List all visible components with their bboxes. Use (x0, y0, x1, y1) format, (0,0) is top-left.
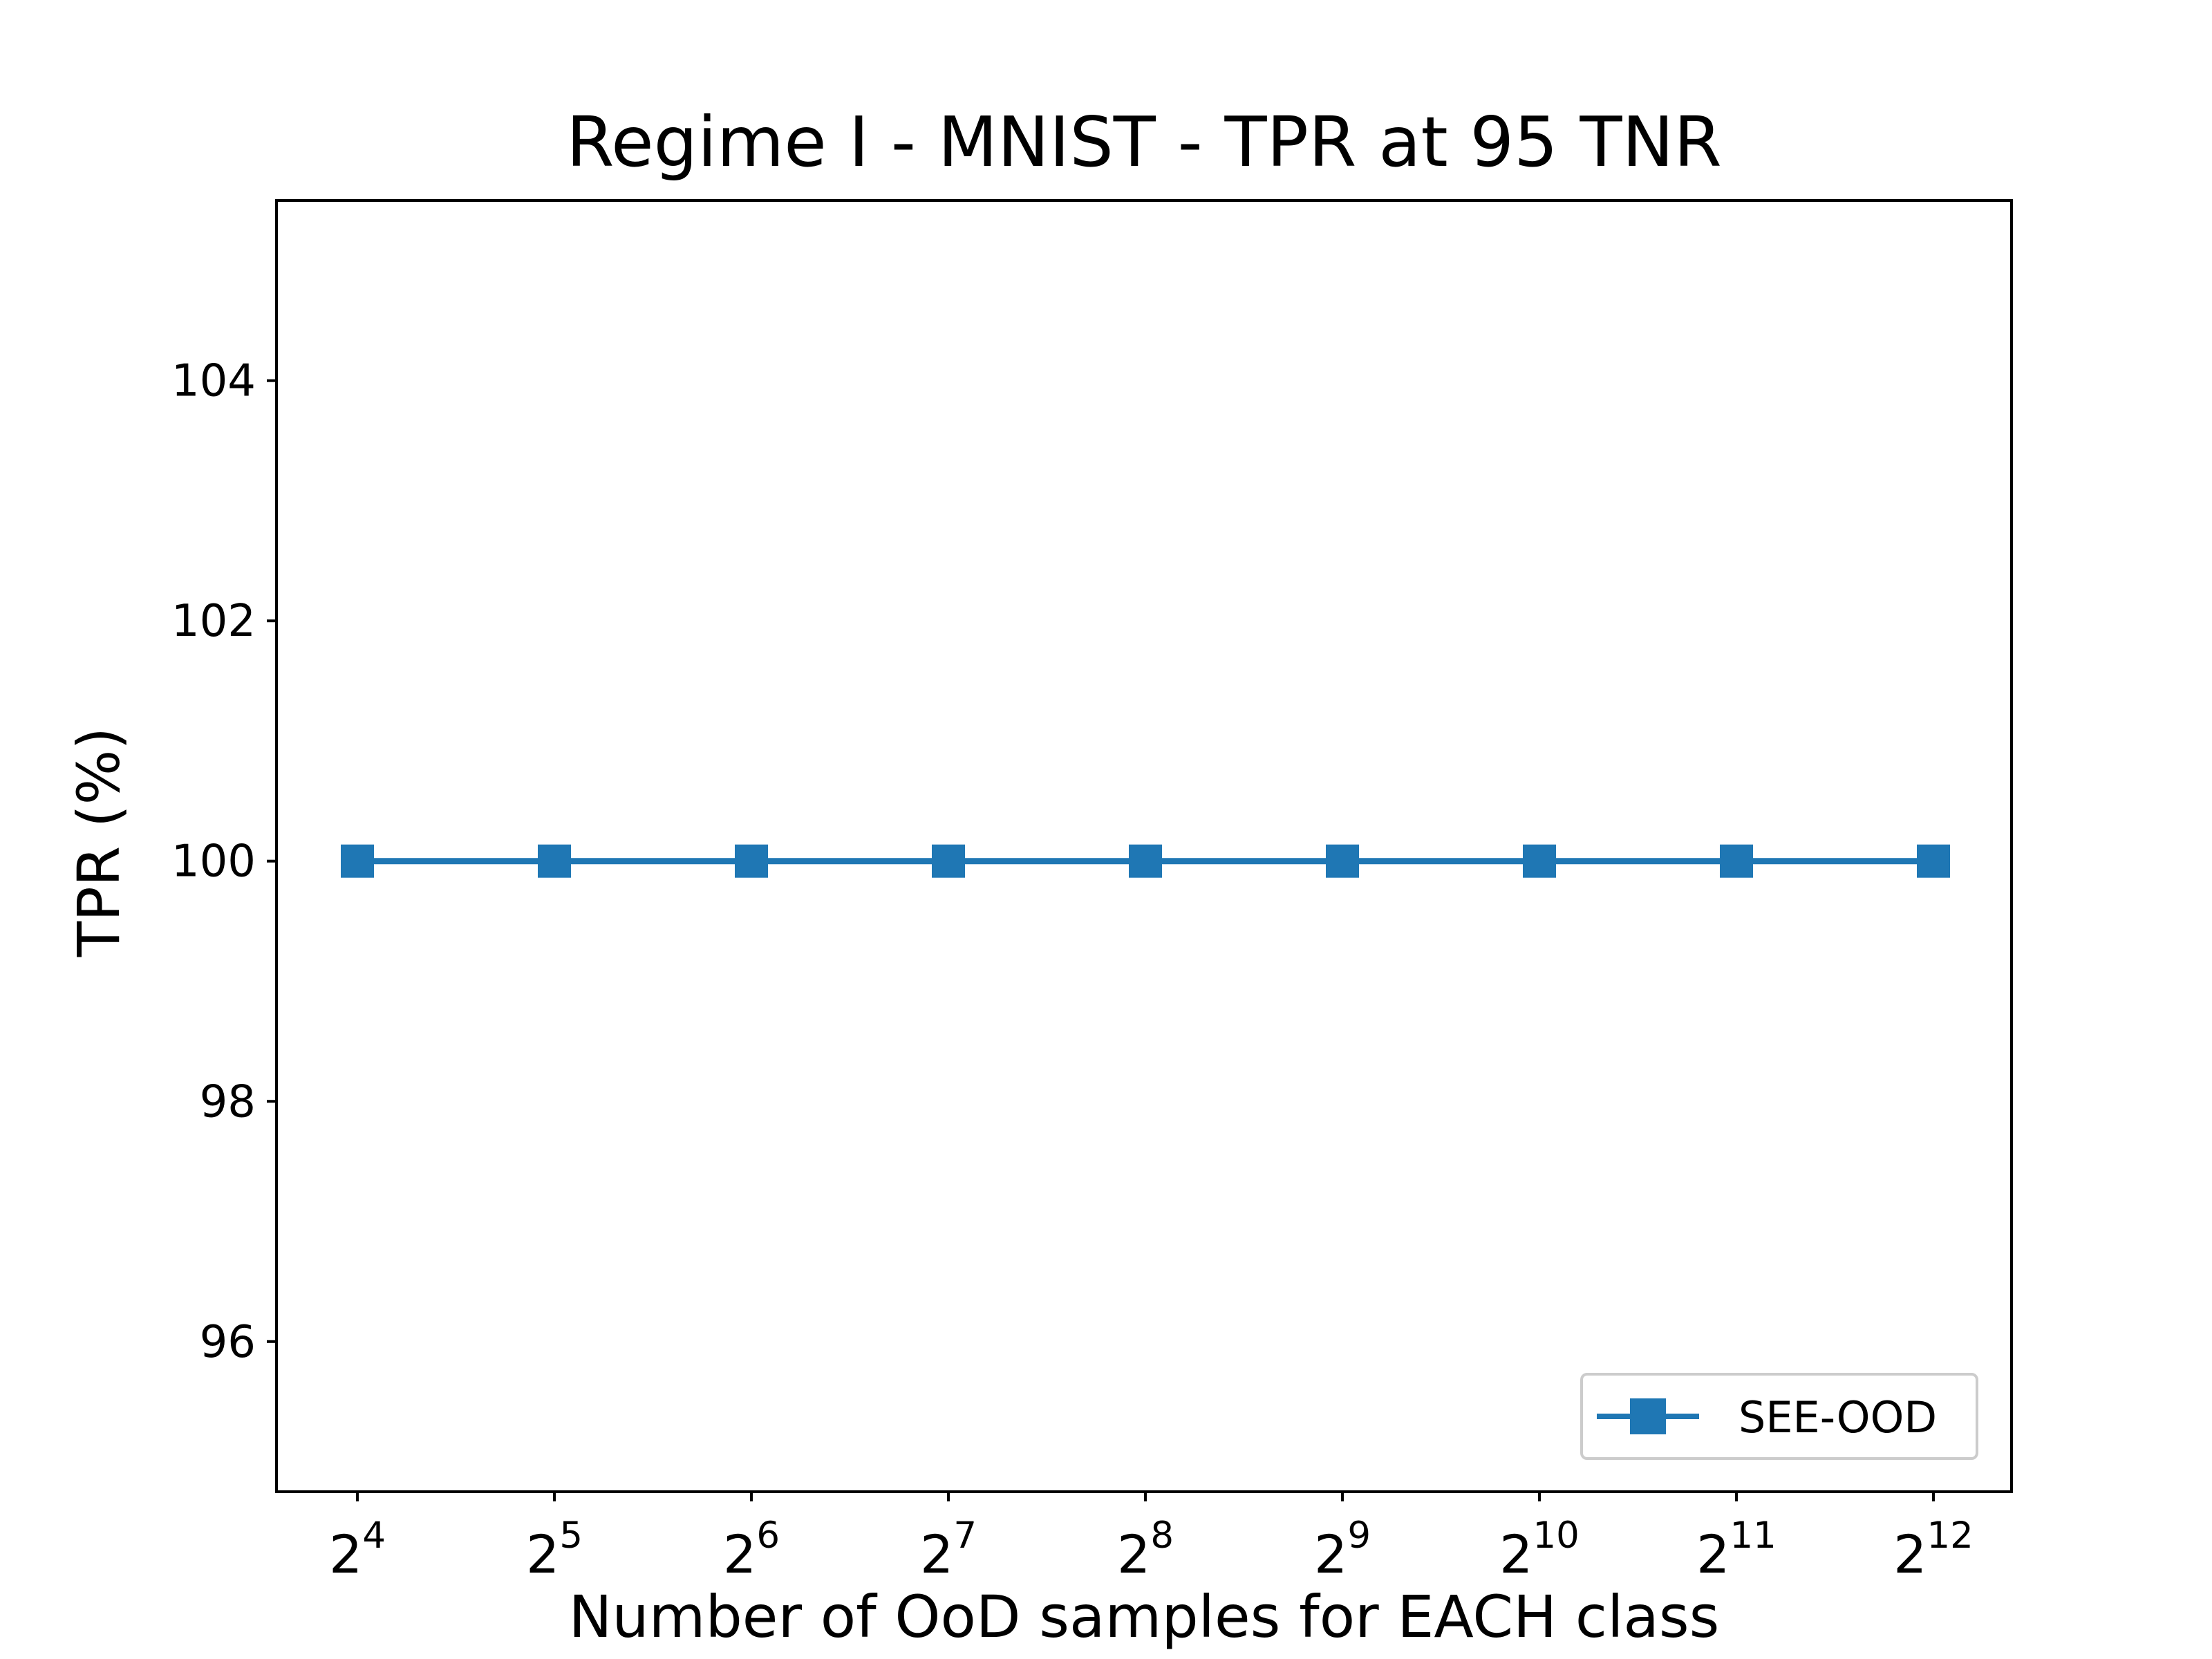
series-marker (1523, 844, 1556, 878)
y-axis-label: TPR (%) (65, 727, 133, 957)
series-marker (1326, 844, 1359, 878)
y-tick-label: 102 (171, 596, 256, 647)
series-marker (735, 844, 768, 878)
series-marker (1917, 844, 1950, 878)
y-tick-label: 98 (200, 1076, 256, 1127)
x-tick-label: 28 (1117, 1515, 1174, 1585)
x-tick-label: 27 (920, 1515, 977, 1585)
series-layer (341, 844, 1950, 878)
x-tick-label: 211 (1696, 1515, 1777, 1585)
series-marker (932, 844, 965, 878)
x-tick-label: 212 (1893, 1515, 1974, 1585)
y-tick-label: 104 (171, 356, 256, 407)
legend-box (1580, 1373, 1978, 1460)
x-tick-label: 26 (723, 1515, 780, 1585)
series-marker (1129, 844, 1162, 878)
series-marker (538, 844, 571, 878)
x-axis-label: Number of OoD samples for EACH class (569, 1583, 1720, 1651)
y-tick-label: 96 (200, 1317, 256, 1368)
legend-label: SEE-OOD (1738, 1392, 1937, 1443)
series-marker (341, 844, 374, 878)
y-axis: 96 98 100 102 104 (171, 356, 276, 1368)
x-tick-label: 29 (1314, 1515, 1371, 1585)
x-axis: 24 25 26 27 28 29 210 211 212 (329, 1492, 1974, 1585)
x-tick-label: 24 (329, 1515, 386, 1585)
series-marker (1720, 844, 1753, 878)
legend: SEE-OOD (1580, 1373, 1978, 1460)
chart-title: Regime I - MNIST - TPR at 95 TNR (566, 102, 1722, 182)
x-tick-label: 25 (526, 1515, 583, 1585)
legend-marker (1630, 1398, 1666, 1434)
y-tick-label: 100 (171, 836, 256, 888)
x-tick-label: 210 (1499, 1515, 1580, 1585)
